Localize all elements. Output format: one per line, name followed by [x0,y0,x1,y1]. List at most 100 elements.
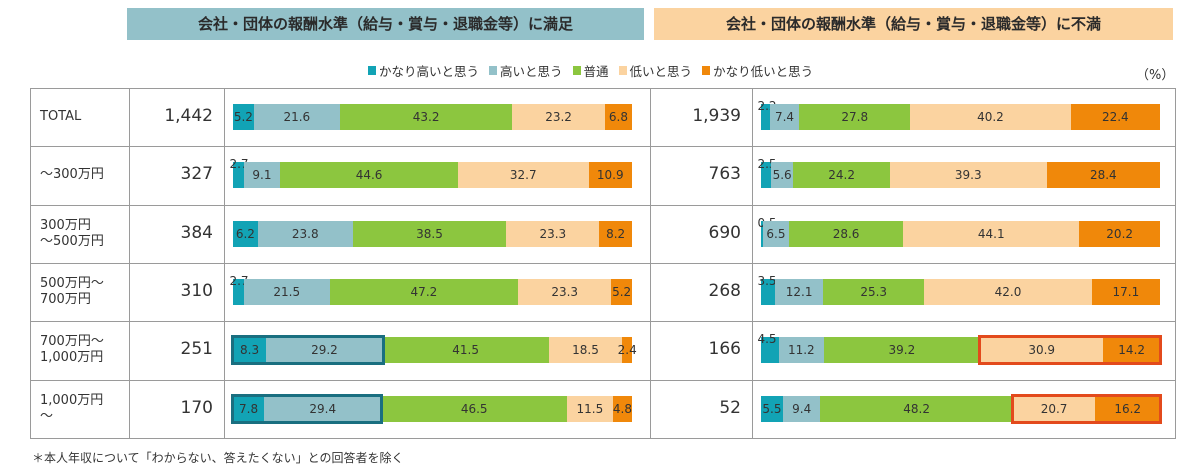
respondent-count: 763 [708,164,741,185]
bar-segment [264,395,382,422]
bar-segment [774,279,824,306]
bar-segment [761,104,770,131]
bar-segment [381,395,567,422]
bar-segment [1079,220,1160,247]
data-label: 40.2 [977,110,1004,125]
legend-swatch [702,65,711,75]
data-label: 47.2 [410,285,438,300]
data-label: 44.1 [977,226,1005,241]
bar-segment [788,220,904,247]
highlight-box [231,393,384,424]
grid-line [30,205,1176,206]
legend-label: かなり高いと思う [379,63,480,79]
legend-label: 低いと思う [629,63,693,79]
bar-segment [1070,104,1160,131]
legend: かなり高いと思う 高いと思う 普通 低いと思う かなり低いと思う [368,61,823,79]
row-label: 1,000万円～ [40,392,104,424]
bar-segment [599,220,632,247]
data-label: 10.9 [596,168,624,183]
grid-line [30,321,1176,322]
bar-segment [233,337,267,364]
respondent-count: 251 [180,339,213,360]
legend-label: 普通 [583,63,609,79]
data-label: 46.5 [460,401,488,416]
data-label: 29.4 [309,401,337,416]
footnote: ＊本人年収について「わからない、答えたくない」との回答者を除く [32,451,404,465]
bar-segment [588,162,632,189]
bar-segment [233,395,265,422]
data-label: 9.1 [252,168,272,183]
data-label: 14.2 [1118,343,1146,358]
data-label: 32.7 [509,168,537,183]
grid-line [129,88,130,438]
row-label: ～300万円 [40,167,104,183]
data-label: 7.8 [239,401,259,416]
bar-segment [1091,279,1160,306]
grid-line [650,88,651,438]
grid-line [30,438,1176,439]
data-label: 27.8 [841,110,869,125]
data-label: 30.9 [1028,343,1056,358]
bar-segment [458,162,589,189]
data-label: 6.8 [608,110,628,125]
bar-segment [910,104,1071,131]
bar-segment [769,104,800,131]
data-label: 21.6 [283,110,311,125]
bar-segment [1095,395,1160,422]
data-label: 21.5 [273,285,301,300]
data-label: 11.5 [576,401,604,416]
bar-segment [761,220,763,247]
respondent-count: 166 [708,339,741,360]
bar-segment [233,104,254,131]
data-label: 5.5 [762,401,782,416]
satisfied-panel-title: 会社・団体の報酬水準（給与・賞与・退職金等）に満足 [127,8,644,40]
data-label: 20.2 [1106,226,1134,241]
bar-segment [622,337,632,364]
bar-segment [243,162,281,189]
respondent-count: 170 [180,397,213,418]
bar-segment [762,220,789,247]
bar-segment [778,337,824,364]
data-label: 23.8 [291,226,319,241]
chart-grid [30,88,1176,439]
bar-segment [823,279,925,306]
respondent-count: 327 [180,164,213,185]
bar-segment [782,395,821,422]
data-label: 42.0 [994,285,1022,300]
data-label: 29.2 [311,343,338,358]
bar-segment [604,104,632,131]
bar-segment [518,279,612,306]
bar-segment [761,395,783,422]
respondent-count: 384 [180,222,213,243]
respondent-count: 690 [708,222,741,243]
legend-item: 低いと思う [618,61,693,80]
data-label: 4.5 [757,332,777,347]
bar-segment [512,104,605,131]
bar-segment [903,220,1080,247]
data-label: 23.3 [539,226,567,241]
bar-segment [761,279,775,306]
bar-segment [820,395,1013,422]
respondent-count: 310 [180,281,213,302]
data-label: 28.4 [1089,168,1117,183]
row-label: 300万円 ～500万円 [40,217,104,249]
data-label: 39.3 [954,168,982,183]
bar-segment [889,162,1047,189]
data-label: 7.4 [774,110,795,125]
bar-segment [1103,337,1160,364]
data-label: 8.3 [240,343,260,358]
bar-segment [339,104,513,131]
legend-item: 高いと思う [489,61,563,80]
grid-line [30,263,1176,264]
row-label: 500万円～ 700万円 [40,276,104,308]
bar-segment [233,162,244,189]
bar-segment [770,162,794,189]
data-label: 2.4 [617,343,637,358]
grid-line [30,380,1176,381]
respondent-count: 1,939 [692,106,741,127]
bar-segment [980,337,1104,364]
data-label: 5.2 [233,110,253,125]
bar-segment [329,279,519,306]
grid-line [224,88,225,438]
row-label: TOTAL [40,109,82,125]
